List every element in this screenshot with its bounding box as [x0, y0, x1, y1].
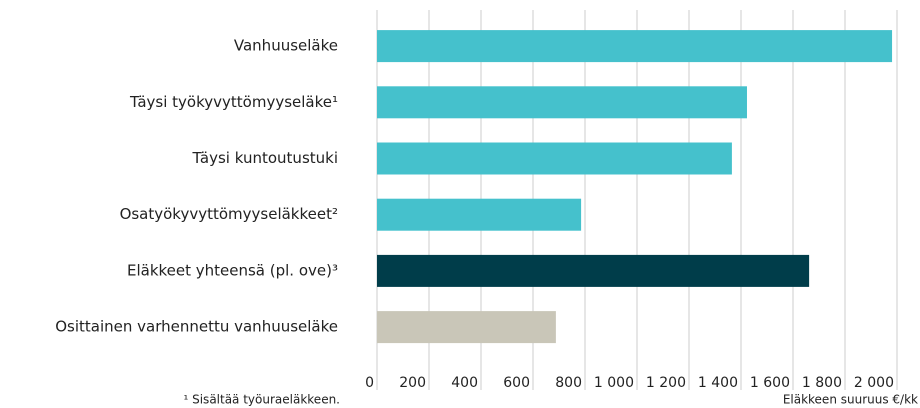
bar: [377, 311, 556, 344]
y-tick-label: Vanhuuseläke: [234, 37, 338, 55]
x-tick-label: 400: [451, 375, 478, 391]
x-axis-label: Eläkkeen suuruus €/kk: [783, 393, 918, 407]
y-tick-label: Osatyökyvyttömyyseläkkeet²: [120, 205, 338, 223]
bar: [377, 142, 732, 175]
bar: [377, 86, 747, 119]
x-tick-label: 1 800: [802, 375, 842, 391]
bar: [377, 30, 893, 63]
x-tick-label: 200: [399, 375, 426, 391]
x-tick-label: 0: [365, 375, 374, 391]
x-tick-label: 1 400: [698, 375, 738, 391]
y-tick-label: Osittainen varhennettu vanhuuseläke: [55, 318, 338, 336]
bar: [377, 198, 582, 231]
footnote: ¹ Sisältää työuraeläkkeen.: [183, 393, 340, 407]
x-tick-label: 1 000: [594, 375, 634, 391]
x-tick-label: 2 000: [854, 375, 894, 391]
x-tick-label: 800: [555, 375, 582, 391]
x-tick-label: 1 600: [750, 375, 790, 391]
x-tick-label: 600: [503, 375, 530, 391]
y-tick-label: Eläkkeet yhteensä (pl. ove)³: [127, 261, 338, 279]
y-tick-label: Täysi kuntoutustuki: [192, 149, 338, 167]
bar: [377, 254, 810, 287]
y-tick-label: Täysi työkyvyttömyyseläke¹: [129, 93, 338, 111]
x-tick-label: 1 200: [646, 375, 686, 391]
